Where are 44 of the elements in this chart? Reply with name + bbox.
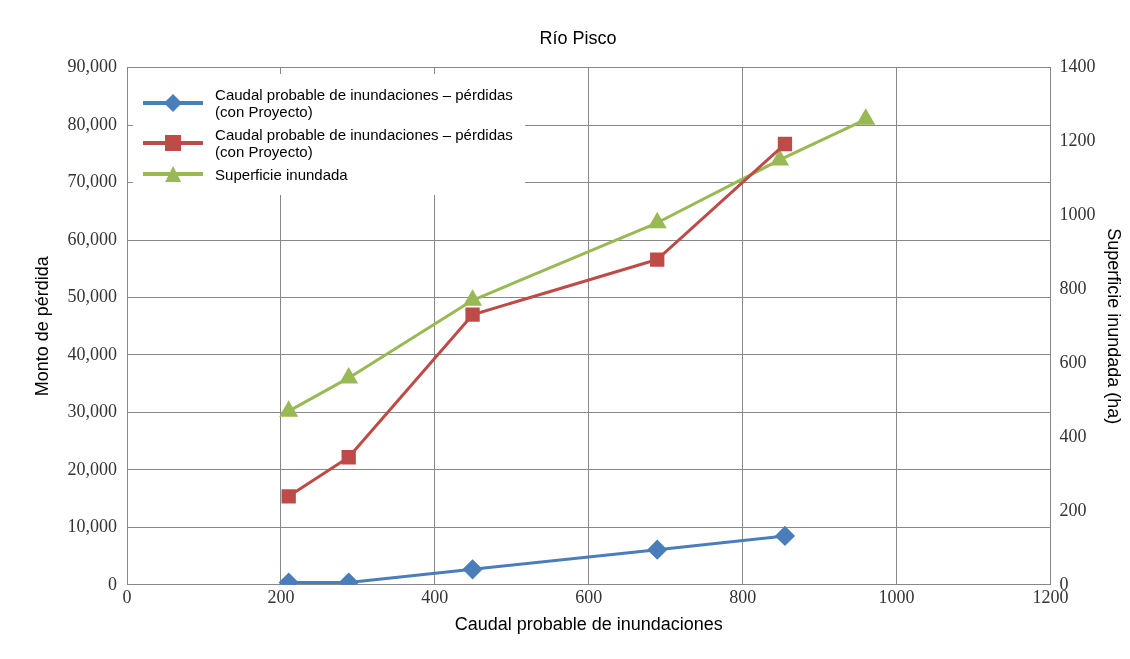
point — [771, 150, 788, 166]
point — [465, 307, 480, 322]
y-tick-label: 90,000 — [67, 56, 118, 77]
point — [775, 526, 795, 546]
point — [648, 213, 666, 229]
legend-label: Caudal probable de inundaciones – pérdidas (con Proyecto) — [215, 85, 514, 120]
x-tick-label: 600 — [575, 587, 603, 608]
point — [341, 450, 356, 465]
y2-tick-label: 800 — [1059, 277, 1087, 298]
y-tick-label: 40,000 — [67, 343, 118, 364]
y2-axis-title: Superficie inundada (ha) — [1104, 228, 1125, 425]
legend-label: Superficie inundada — [215, 165, 349, 183]
y-tick-label: 30,000 — [67, 401, 118, 422]
point — [857, 109, 875, 125]
y2-tick-label: 1200 — [1059, 130, 1096, 151]
x-tick-label: 200 — [267, 587, 295, 608]
y-tick-label: 60,000 — [67, 228, 118, 249]
point — [280, 401, 298, 417]
y2-tick-label: 1000 — [1059, 204, 1096, 225]
x-tick-label: 800 — [729, 587, 757, 608]
point — [777, 136, 793, 152]
point — [281, 489, 296, 504]
chart-title: Río Pisco — [539, 27, 617, 48]
y-tick-label: 0 — [108, 573, 118, 594]
y2-tick-label: 1400 — [1059, 56, 1096, 77]
y2-tick-label: 400 — [1059, 425, 1087, 446]
y-tick-label: 20,000 — [67, 458, 118, 479]
y2-tick-label: 600 — [1059, 351, 1087, 372]
x-tick-label: 1000 — [878, 587, 915, 608]
y-tick-label: 80,000 — [67, 113, 118, 134]
y-tick-label: 10,000 — [67, 516, 118, 537]
x-tick-label: 400 — [421, 587, 449, 608]
y-tick-label: 70,000 — [67, 171, 118, 192]
y-axis-title: Monto de pérdida — [31, 255, 52, 397]
y-tick-label: 50,000 — [67, 286, 118, 307]
x-tick-label: 0 — [122, 587, 132, 608]
point — [340, 368, 358, 384]
y2-tick-label: 200 — [1059, 499, 1087, 520]
point — [650, 252, 665, 267]
point — [463, 559, 483, 579]
legend-label: Caudal probable de inundaciones – pérdidas (con Proyecto) — [215, 125, 514, 160]
point — [464, 290, 481, 306]
x-axis-title: Caudal probable de inundaciones — [454, 614, 723, 635]
point — [647, 540, 667, 560]
